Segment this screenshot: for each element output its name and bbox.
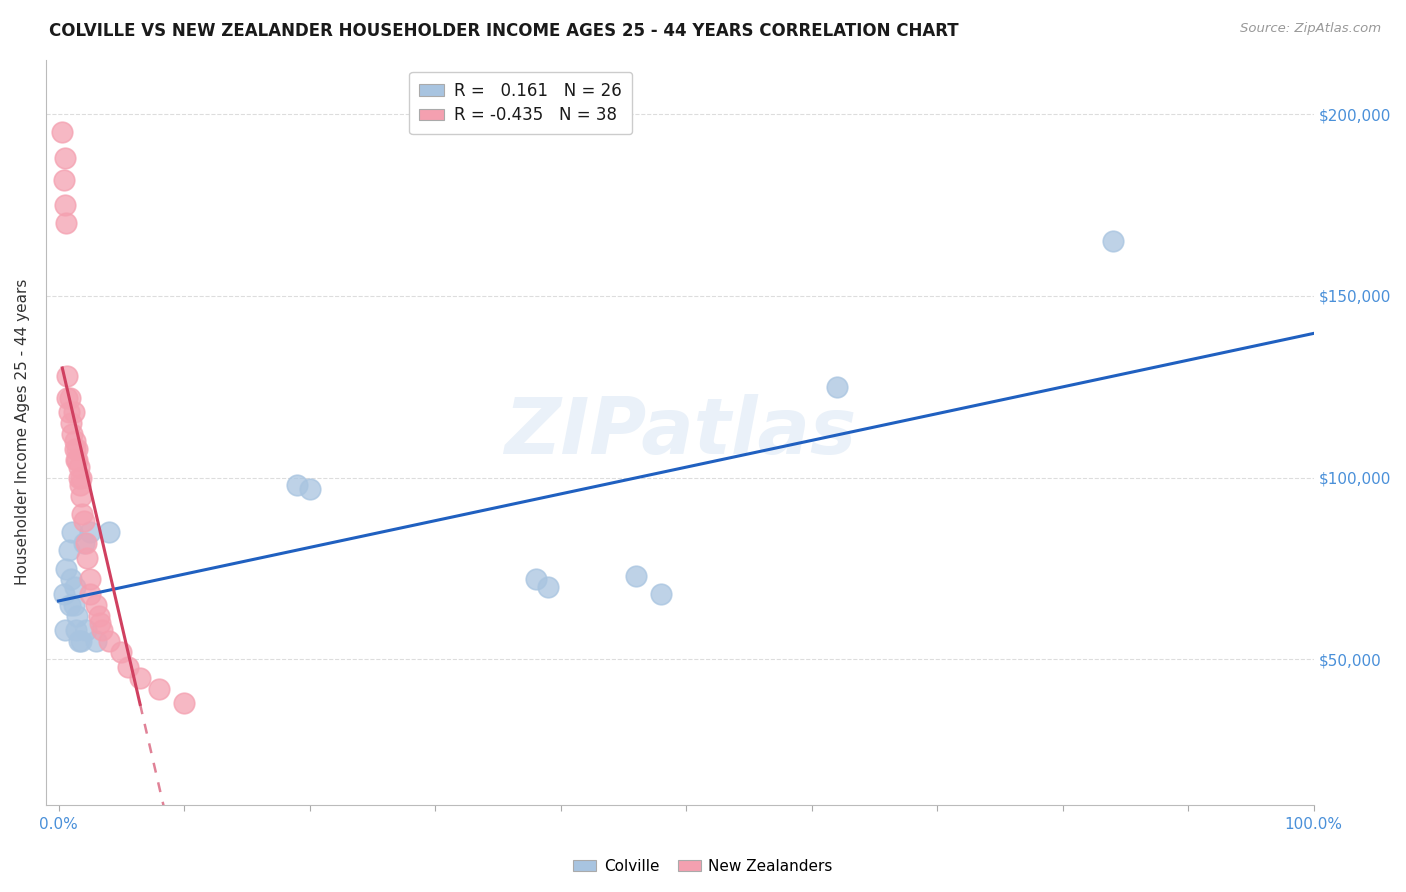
Legend: R =   0.161   N = 26, R = -0.435   N = 38: R = 0.161 N = 26, R = -0.435 N = 38 — [409, 71, 633, 135]
Point — [62, 598, 84, 612]
Point — [76, 550, 98, 565]
Point — [89, 616, 111, 631]
Y-axis label: Householder Income Ages 25 - 44 years: Householder Income Ages 25 - 44 years — [15, 279, 30, 585]
Point — [60, 427, 83, 442]
Point — [87, 608, 110, 623]
Point — [79, 525, 101, 540]
Point — [537, 580, 560, 594]
Point — [75, 536, 97, 550]
Point — [97, 525, 120, 540]
Point — [70, 471, 93, 485]
Point — [67, 471, 90, 485]
Point — [60, 573, 83, 587]
Point — [65, 452, 87, 467]
Point — [624, 569, 647, 583]
Point — [53, 198, 76, 212]
Point — [70, 489, 93, 503]
Legend: Colville, New Zealanders: Colville, New Zealanders — [567, 853, 839, 880]
Point — [1102, 235, 1125, 249]
Point — [524, 573, 547, 587]
Point — [117, 659, 139, 673]
Point — [55, 561, 77, 575]
Point — [52, 587, 75, 601]
Point — [66, 442, 89, 456]
Point — [58, 543, 80, 558]
Point — [53, 151, 76, 165]
Point — [51, 125, 73, 139]
Point — [63, 434, 86, 449]
Point — [285, 478, 308, 492]
Point — [56, 368, 79, 383]
Point — [67, 634, 90, 648]
Text: Source: ZipAtlas.com: Source: ZipAtlas.com — [1240, 22, 1381, 36]
Point — [148, 681, 170, 696]
Point — [55, 216, 77, 230]
Point — [66, 452, 89, 467]
Point — [67, 459, 90, 474]
Point — [70, 634, 93, 648]
Point — [65, 624, 87, 638]
Text: ZIPatlas: ZIPatlas — [503, 394, 856, 470]
Point — [79, 587, 101, 601]
Point — [60, 525, 83, 540]
Point — [59, 391, 82, 405]
Point — [53, 624, 76, 638]
Point — [72, 507, 94, 521]
Point — [59, 598, 82, 612]
Point — [825, 380, 848, 394]
Point — [60, 416, 83, 430]
Point — [84, 598, 107, 612]
Point — [91, 624, 114, 638]
Point — [84, 634, 107, 648]
Point — [52, 172, 75, 186]
Point — [69, 478, 91, 492]
Point — [58, 405, 80, 419]
Point — [97, 634, 120, 648]
Point — [75, 624, 97, 638]
Point — [79, 573, 101, 587]
Point — [63, 580, 86, 594]
Point — [63, 442, 86, 456]
Point — [650, 587, 672, 601]
Point — [173, 696, 195, 710]
Text: COLVILLE VS NEW ZEALANDER HOUSEHOLDER INCOME AGES 25 - 44 YEARS CORRELATION CHAR: COLVILLE VS NEW ZEALANDER HOUSEHOLDER IN… — [49, 22, 959, 40]
Point — [72, 514, 94, 528]
Point — [110, 645, 132, 659]
Point — [66, 608, 89, 623]
Point — [62, 405, 84, 419]
Point — [72, 536, 94, 550]
Point — [298, 482, 321, 496]
Point — [56, 391, 79, 405]
Point — [129, 671, 152, 685]
